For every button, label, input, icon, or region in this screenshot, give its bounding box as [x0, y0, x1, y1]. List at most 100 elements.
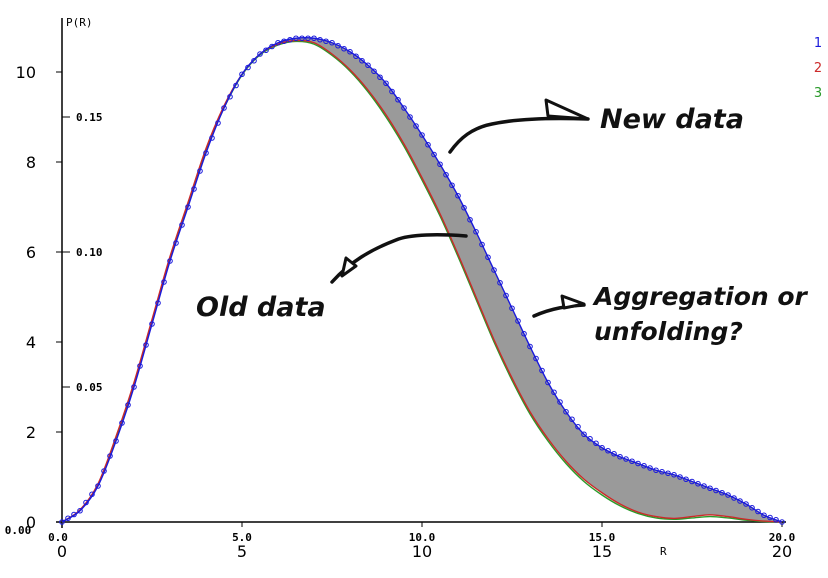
data-point: [677, 474, 683, 480]
series-markers: [59, 35, 785, 525]
data-point: [371, 68, 377, 75]
data-point: [215, 120, 221, 126]
data-point: [761, 512, 767, 519]
data-point: [683, 476, 689, 483]
data-point: [143, 342, 149, 348]
axes: [56, 18, 786, 528]
data-point: [557, 399, 563, 405]
data-point: [293, 35, 299, 42]
data-point: [59, 519, 65, 525]
data-point: [299, 35, 305, 42]
data-point: [455, 192, 461, 199]
data-point: [119, 420, 125, 426]
data-point: [179, 222, 185, 228]
data-point: [311, 35, 317, 42]
data-point: [545, 379, 551, 386]
x-axis-label: R: [660, 545, 667, 558]
data-point: [539, 367, 545, 374]
y-axis-label: P(R): [66, 16, 93, 29]
x-tick-label: 10: [412, 542, 432, 561]
y-tick-label-secondary: 0.05: [76, 381, 103, 394]
data-point: [281, 38, 287, 45]
data-point: [737, 498, 743, 504]
arrow-new-data: [448, 116, 590, 154]
data-point: [233, 82, 239, 89]
data-point: [725, 492, 731, 498]
data-point: [779, 519, 785, 525]
y-tick-label: 8: [26, 153, 36, 172]
data-point: [419, 132, 425, 138]
data-point: [245, 64, 251, 71]
y-tick-label-secondary: 0.15: [76, 111, 103, 124]
data-point: [479, 241, 485, 248]
data-point: [383, 80, 389, 87]
data-point: [719, 489, 725, 496]
data-point: [185, 204, 191, 210]
arrowhead-old-data: [340, 256, 358, 278]
data-point: [425, 141, 431, 148]
data-point: [629, 458, 635, 465]
x-tick-label-secondary: 10.0: [409, 531, 436, 544]
x-tick-label: 15: [592, 542, 612, 561]
data-point: [581, 431, 587, 438]
data-point: [101, 468, 107, 474]
tick-labels: 0 5 10 15 20 0.0 5.0 10.0 15.0 20.0 0 2 4 6 8 10 0.00 0.0…: [5, 63, 796, 561]
data-point: [653, 467, 659, 474]
x-tick-label-secondary: 15.0: [589, 531, 616, 544]
series-line-2: [61, 39, 783, 523]
x-tick-label: 5: [237, 542, 247, 561]
legend-entry-3: 3: [814, 86, 822, 101]
data-point: [431, 151, 437, 158]
data-point: [407, 114, 413, 120]
data-point: [521, 330, 527, 337]
annotation-old-data: Old data: [196, 292, 326, 323]
data-point: [341, 45, 347, 52]
data-point: [347, 48, 353, 55]
series-line-3: [61, 40, 783, 523]
annotation-unfolding: unfolding?: [594, 317, 743, 346]
data-point: [221, 105, 227, 111]
x-tick-label: 20: [772, 542, 792, 561]
data-point: [437, 161, 443, 168]
data-point: [563, 408, 569, 415]
data-point: [569, 416, 575, 423]
data-point: [533, 355, 539, 362]
data-point: [353, 53, 359, 60]
data-point: [275, 39, 281, 46]
data-point: [641, 462, 647, 469]
data-point: [161, 279, 167, 285]
data-point: [671, 471, 677, 478]
data-point: [323, 38, 329, 45]
arrow-old-data: [330, 233, 468, 284]
data-point: [269, 43, 275, 50]
data-point: [443, 171, 449, 178]
y-tick-label: 10: [16, 63, 36, 82]
data-point: [131, 384, 137, 390]
data-point: [611, 450, 617, 457]
data-point: [173, 240, 179, 246]
data-point: [95, 483, 101, 489]
data-point: [149, 321, 155, 327]
data-point: [605, 447, 611, 454]
data-point: [65, 515, 71, 522]
y-tick-label-secondary: 0.10: [76, 246, 103, 259]
annotation-new-data: New data: [600, 104, 744, 135]
data-point: [473, 228, 479, 235]
data-point: [509, 305, 515, 312]
data-point: [71, 511, 77, 518]
data-point: [713, 487, 719, 494]
data-point: [623, 456, 629, 462]
data-point: [599, 444, 605, 451]
data-point: [155, 300, 161, 306]
data-point: [707, 485, 713, 492]
data-point: [251, 57, 257, 64]
data-point: [749, 504, 755, 511]
y-tick-label: 4: [26, 333, 36, 352]
data-point: [287, 36, 293, 43]
data-point: [137, 363, 143, 369]
data-point: [467, 216, 473, 223]
x-tick-label-secondary: 20.0: [769, 531, 796, 544]
data-point: [449, 182, 455, 189]
data-point: [665, 470, 671, 477]
data-point: [575, 423, 581, 430]
